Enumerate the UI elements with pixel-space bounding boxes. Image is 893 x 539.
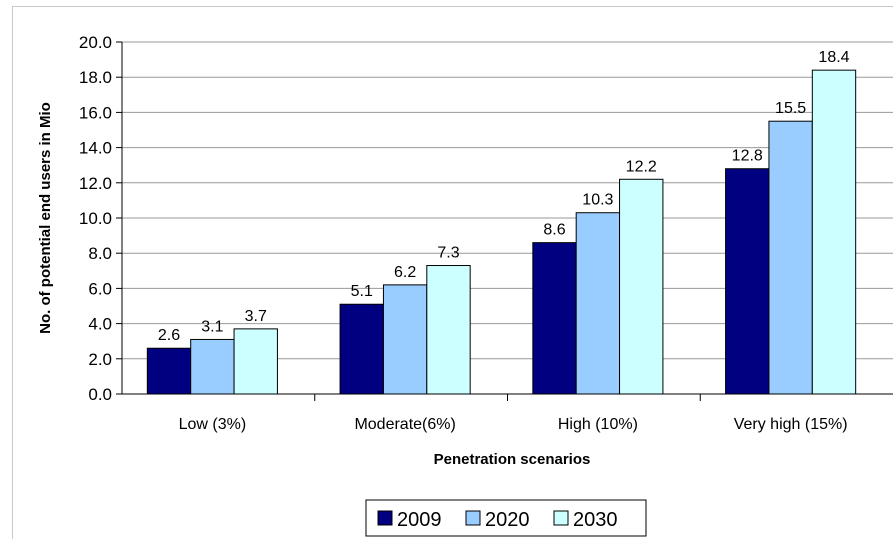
bar-2030 [426, 265, 471, 395]
y-tick-label: 6.0 [88, 279, 112, 298]
y-tick-label: 16.0 [79, 103, 112, 122]
y-tick-label: 8.0 [88, 244, 112, 263]
bar-2030 [619, 178, 664, 395]
bar-2030 [233, 328, 278, 395]
x-axis-title: Penetration scenarios [434, 451, 591, 468]
data-label-2030: 3.7 [245, 308, 267, 325]
data-label-2020: 6.2 [394, 264, 416, 281]
y-tick-label: 10.0 [79, 209, 112, 228]
legend-label: 2009 [397, 509, 442, 531]
y-tick-label: 14.0 [79, 139, 112, 158]
y-tick-label: 12.0 [79, 174, 112, 193]
bar-2009 [339, 303, 384, 395]
y-axis-title: No. of potential end users in Mio [37, 102, 54, 334]
bar-2009 [146, 347, 192, 395]
bar-2020 [190, 338, 235, 395]
y-tick-label: 2.0 [88, 350, 112, 369]
data-label-2009: 5.1 [351, 283, 373, 300]
legend: 2009 2020 2030 [365, 499, 647, 537]
category-label: Moderate(6%) [354, 416, 455, 433]
data-label-2020: 10.3 [582, 192, 613, 209]
labels: 2.6 3.1 3.7 Low (3%) 5.1 6.2 7.3 Moderate(6%) 8.… [158, 49, 850, 433]
data-label-2009: 8.6 [543, 222, 565, 239]
legend-swatch-2020 [465, 510, 481, 526]
data-label-2009: 2.6 [158, 327, 180, 344]
bar-2009 [725, 168, 770, 395]
data-label-2020: 15.5 [775, 100, 806, 117]
y-tick-label: 4.0 [88, 315, 112, 334]
bar-2009 [532, 242, 577, 395]
legend-label: 2030 [573, 509, 618, 531]
bars [146, 69, 857, 395]
category-label: High (10%) [558, 416, 638, 433]
y-tick-label: 0.0 [88, 385, 112, 404]
y-tick-label: 18.0 [79, 68, 112, 87]
bar-2020 [575, 212, 621, 395]
axes: 0.0 2.0 4.0 6.0 8.0 10.0 12.0 14.0 16.0 18.0 20.0 [79, 33, 893, 404]
bar-2020 [382, 284, 428, 395]
frame-border-top [12, 6, 893, 7]
data-label-2030: 7.3 [437, 245, 459, 262]
legend-swatch-2030 [553, 510, 569, 526]
data-label-2030: 12.2 [626, 158, 657, 175]
y-tick-label: 20.0 [79, 33, 112, 52]
legend-swatch-2009 [377, 510, 393, 526]
category-label: Very high (15%) [734, 416, 848, 433]
frame-border-left [12, 6, 13, 539]
data-label-2030: 18.4 [818, 49, 849, 66]
bar-2020 [768, 120, 813, 395]
data-label-2020: 3.1 [201, 318, 223, 335]
bar-2030 [811, 69, 857, 395]
data-label-2009: 12.8 [732, 148, 763, 165]
category-label: Low (3%) [179, 416, 247, 433]
legend-label: 2020 [485, 509, 530, 531]
legend-box [365, 499, 647, 537]
